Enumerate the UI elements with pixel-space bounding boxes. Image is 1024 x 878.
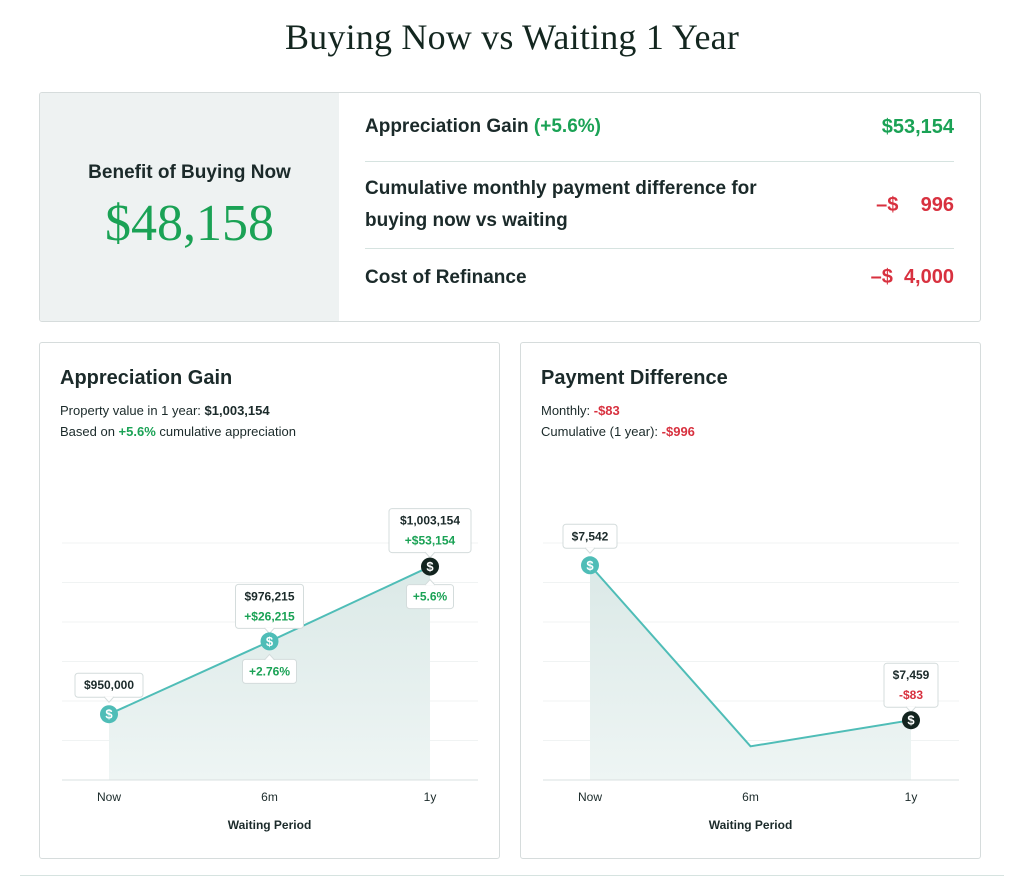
property-value-line: Property value in 1 year: $1,003,154 [60,403,270,418]
series-line [589,564,912,748]
bottom-divider [20,875,1004,876]
dollar-icon: $ [581,556,599,575]
dollar-marker-glyph: $ [105,707,113,722]
x-axis-title: Waiting Period [709,818,793,832]
dollar-icon: $ [260,632,279,651]
dollar-icon: $ [902,711,920,730]
card-title: Payment Difference [541,367,728,389]
row-value: –$ 996 [876,193,954,216]
x-tick-label: 1y [424,790,437,804]
value-label-text: $1,003,154 [400,514,460,528]
benefit-breakdown: Appreciation Gain (+5.6%) $53,154 Cumula… [365,93,954,306]
value-label-pointer [424,551,436,559]
row-label-pct: (+5.6%) [533,116,601,137]
value-label-text: $7,459 [893,668,930,682]
cumulative-difference-line: Cumulative (1 year): -$996 [541,424,695,439]
dollar-marker-glyph: $ [586,558,594,573]
row-value: –$ 4,000 [870,266,954,288]
value-label-text: +$26,215 [244,609,295,623]
value-label-pointer [103,696,115,703]
value-label-text: $976,215 [244,589,294,603]
dollar-marker-glyph: $ [907,713,915,728]
row-label: Cumulative monthly payment difference fo… [365,178,757,231]
dollar-marker-glyph: $ [426,559,434,574]
row-appreciation-gain: Appreciation Gain (+5.6%) $53,154 [365,93,954,162]
pct-label: +5.6% [406,578,454,610]
pct-label-text: +2.76% [249,664,290,678]
appreciation-basis-line: Based on +5.6% cumulative appreciation [60,424,296,439]
property-value-amount: $1,003,154 [204,403,270,418]
dollar-marker-circle [581,556,599,575]
x-tick-label: Now [97,790,121,804]
payment-chart: Now 6m 1y Waiting Period $7,542 $7,459 -$83 $ $ [543,523,959,832]
value-label-text: +$53,154 [405,534,456,548]
row-monthly-payment-difference: Cumulative monthly payment difference fo… [365,162,954,249]
monthly-value: -$83 [593,403,620,418]
value-label: $976,215 +$26,215 [235,583,304,635]
dollar-marker-circle [100,705,118,724]
x-tick-label: 1y [905,790,918,804]
pct-label: +2.76% [242,653,297,684]
value-label: $7,459 -$83 [883,662,939,713]
value-label-pointer [584,547,596,555]
payment-difference-card: Payment Difference Monthly: -$83 Cumulat… [520,342,981,859]
x-tick-label: 6m [261,790,278,804]
property-value-label: Property value in 1 year: [60,403,205,418]
value-label-text: $950,000 [84,678,134,692]
card-title: Appreciation Gain [60,367,233,389]
row-label-text: Appreciation Gain [365,116,529,137]
row-value: $53,154 [881,115,954,138]
x-tick-label: 6m [742,790,759,804]
dollar-marker-glyph: $ [266,634,274,649]
basis-pct: +5.6% [118,424,156,439]
value-label-text: -$83 [899,688,923,702]
dollar-marker-circle [902,711,920,730]
summary-card: Benefit of Buying Now $48,158 Appreciati… [39,92,981,322]
dollar-icon: $ [100,705,118,724]
row-label: Cost of Refinance [365,266,527,288]
value-label: $1,003,154 +$53,154 [388,508,472,559]
dollar-marker-circle [421,557,439,576]
benefit-value: $48,158 [105,194,274,252]
basis-suffix: cumulative appreciation [155,424,296,439]
pct-label-pointer [424,578,436,586]
basis-prefix: Based on [60,424,119,439]
x-tick-label: Now [578,790,602,804]
monthly-difference-line: Monthly: -$83 [541,403,620,418]
area-fill [590,565,911,780]
page-title: Buying Now vs Waiting 1 Year [284,17,740,57]
cumulative-value: -$996 [661,424,695,439]
value-label: $950,000 [74,672,144,703]
row-cost-of-refinance: Cost of Refinance –$ 4,000 [365,249,954,306]
pct-label-text: +5.6% [413,590,448,604]
x-axis-title: Waiting Period [228,818,312,832]
value-label: $7,542 [562,523,618,555]
benefit-panel: Benefit of Buying Now $48,158 [40,93,339,321]
appreciation-chart: Now 6m 1y Waiting Period $950,000 $976,215 +$2… [62,508,478,832]
pct-label-pointer [264,653,275,661]
row-label: Appreciation Gain (+5.6%) [365,111,601,143]
monthly-label: Monthly: [541,403,594,418]
benefit-label: Benefit of Buying Now [88,161,291,183]
dollar-marker-circle [260,632,279,651]
value-label-text: $7,542 [572,529,609,543]
appreciation-gain-card: Appreciation Gain Property value in 1 ye… [39,342,500,859]
cumulative-label: Cumulative (1 year): [541,424,662,439]
dollar-icon: $ [421,557,439,576]
